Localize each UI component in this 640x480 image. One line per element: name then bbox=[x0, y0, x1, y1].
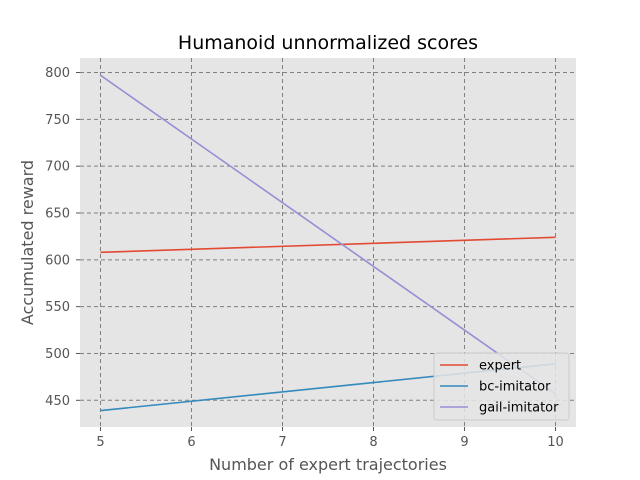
y-tick-label: 700 bbox=[45, 160, 70, 175]
x-tick-label: 10 bbox=[547, 435, 564, 450]
legend-label-gail-imitator: gail-imitator bbox=[479, 401, 559, 416]
tick-labels: 5 6 7 8 9 10 450 500 550 600 650 700 750 800 bbox=[45, 66, 564, 450]
legend-label-expert: expert bbox=[479, 359, 521, 374]
x-tick-label: 5 bbox=[96, 435, 104, 450]
series-line-expert bbox=[100, 236, 556, 254]
x-tick-label: 7 bbox=[278, 435, 286, 450]
y-tick-label: 550 bbox=[45, 300, 70, 315]
x-tick-label: 8 bbox=[369, 435, 377, 450]
y-tick-label: 650 bbox=[45, 206, 70, 221]
legend: expert bc-imitator gail-imitator bbox=[433, 352, 570, 421]
y-tick-label: 450 bbox=[45, 394, 70, 409]
y-tick-label: 800 bbox=[45, 66, 70, 81]
chart-title: Humanoid unnormalized scores bbox=[178, 32, 478, 54]
x-tick-label: 9 bbox=[460, 435, 468, 450]
y-tick-label: 600 bbox=[45, 253, 70, 268]
series-line-gail-imitator bbox=[100, 74, 556, 395]
y-tick-label: 500 bbox=[45, 347, 70, 362]
legend-label-bc-imitator: bc-imitator bbox=[479, 380, 551, 395]
y-tick-label: 750 bbox=[45, 113, 70, 128]
y-axis-title: Accumulated reward bbox=[18, 160, 37, 325]
x-tick-label: 6 bbox=[187, 435, 195, 450]
x-axis-title: Number of expert trajectories bbox=[209, 455, 447, 474]
legend-box bbox=[433, 352, 570, 421]
